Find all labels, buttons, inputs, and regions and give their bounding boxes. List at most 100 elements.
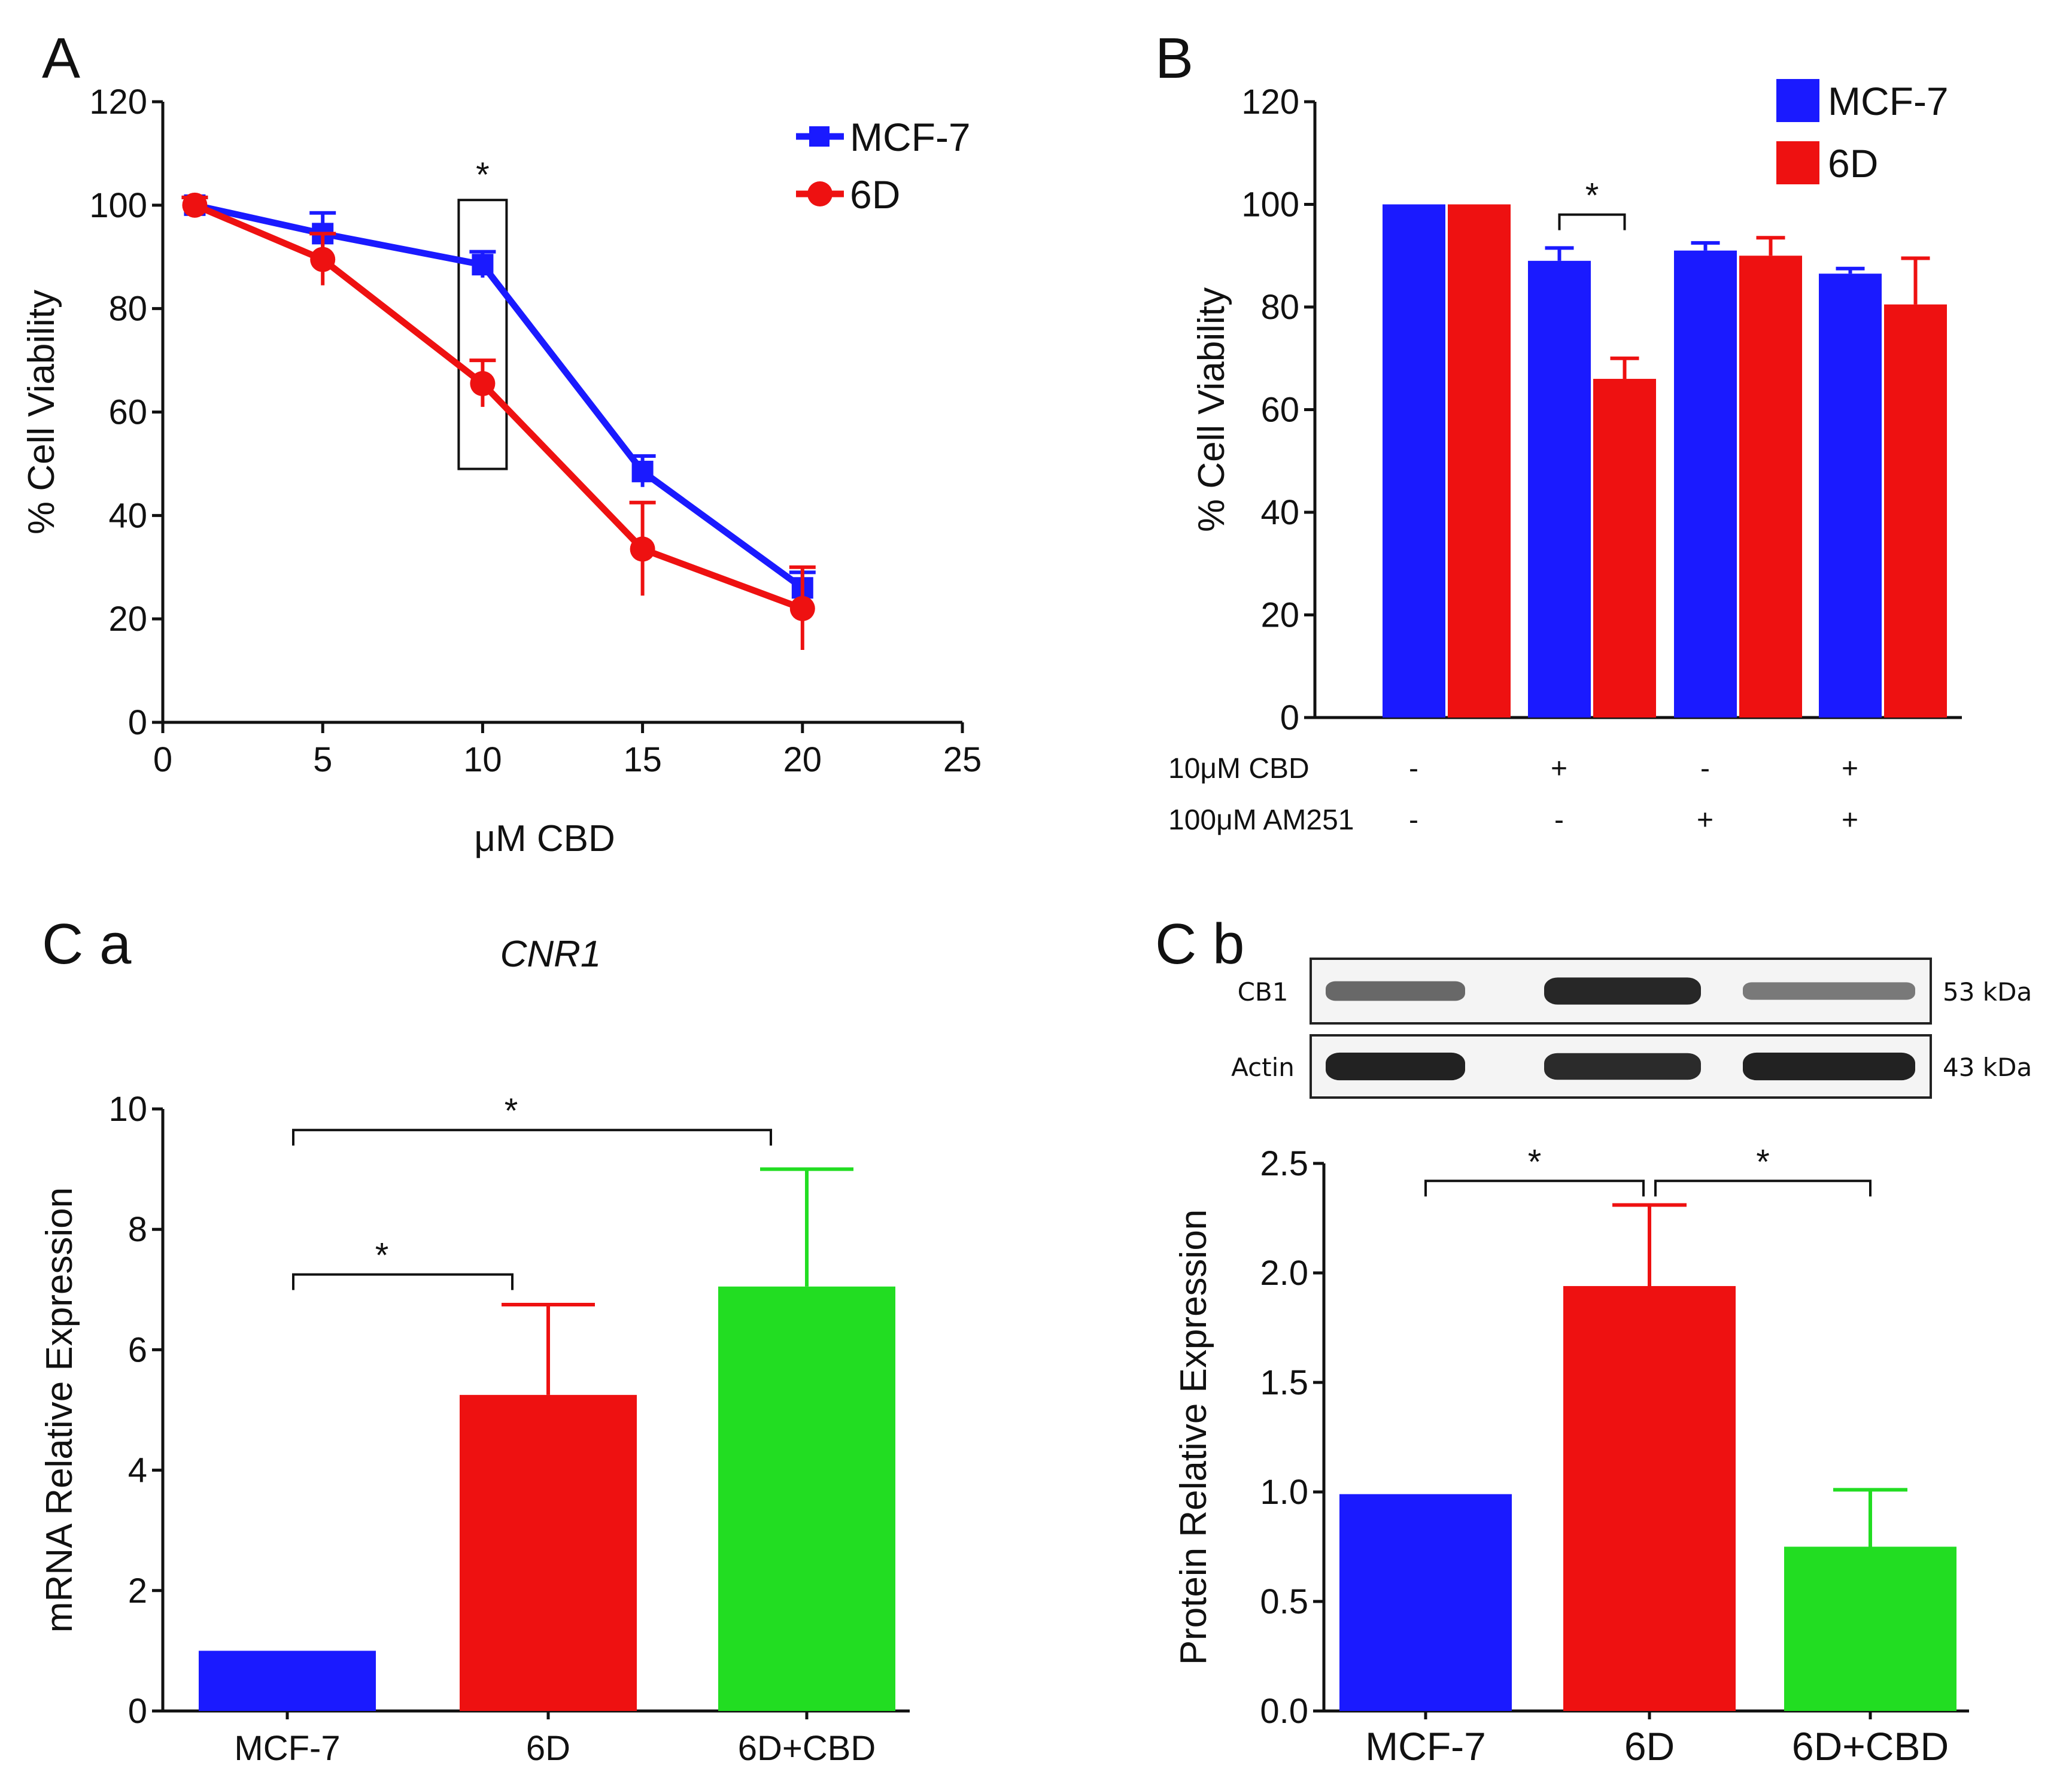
a-legend-marker xyxy=(809,126,830,147)
ca-bar xyxy=(718,1286,895,1711)
cb-y-tick-label: 1.0 xyxy=(1260,1473,1308,1512)
cb-y-tick-label: 2.0 xyxy=(1260,1254,1308,1293)
a-series-line-1 xyxy=(193,202,804,612)
a-point-1 xyxy=(310,247,336,272)
ca-y-tick-label: 2 xyxy=(128,1572,147,1610)
blot-band xyxy=(1544,1053,1701,1080)
ca-y-tick-label: 0 xyxy=(128,1692,147,1731)
b-y-tick-label: 0 xyxy=(1280,698,1299,737)
b-y-tick-label: 120 xyxy=(1241,83,1299,121)
chart-b-bars: 0 20 40 60 80 100 120 % Cell Viability MCF-7 6D * 1… xyxy=(1168,79,1962,836)
ca-y-tick-label: 10 xyxy=(108,1090,147,1129)
chart-a-line: 0 20 40 60 80 100 120 % Cell Viability 0 5 10 15 20 2… xyxy=(21,83,982,859)
a-x-tick-label: 5 xyxy=(313,740,332,779)
ca-significance-bracket xyxy=(292,1273,514,1290)
b-condition-sign: + xyxy=(1697,804,1713,836)
b-bar-6d xyxy=(1593,379,1656,718)
cb-y-tick-label: 1.5 xyxy=(1260,1363,1308,1402)
b-bar-6d xyxy=(1739,256,1802,718)
a-x-tick-label: 10 xyxy=(463,740,502,779)
a-y-axis-label: % Cell Viability xyxy=(21,290,62,534)
cb-y-tick-label: 0.0 xyxy=(1260,1692,1308,1731)
b-y-axis-label: % Cell Viability xyxy=(1191,287,1232,532)
a-y-tick-label: 20 xyxy=(108,600,147,639)
a-point-1 xyxy=(182,192,208,218)
b-bar-mcf-7 xyxy=(1674,250,1737,718)
cb-y-tick-label: 0.5 xyxy=(1260,1582,1308,1621)
a-legend-label: MCF-7 xyxy=(850,115,971,159)
blot-kda-label: 43 kDa xyxy=(1943,1053,2032,1082)
cb-bar xyxy=(1339,1494,1512,1711)
ca-significance-bracket xyxy=(292,1129,772,1146)
ca-bar xyxy=(460,1394,637,1711)
ca-significance-star: * xyxy=(375,1236,389,1275)
blot-row-label: Actin xyxy=(1231,1053,1295,1082)
ca-x-tick-label: 6D xyxy=(526,1729,570,1768)
blot-kda-label: 53 kDa xyxy=(1943,977,2032,1007)
b-bar-6d xyxy=(1884,304,1947,718)
blot-band xyxy=(1544,977,1701,1005)
cb-x-tick-label: 6D xyxy=(1624,1724,1675,1768)
cb-significance-bracket xyxy=(1424,1180,1645,1197)
b-legend-label: 6D xyxy=(1828,141,1878,186)
a-legend-marker xyxy=(807,181,833,206)
chart-cb-protein: 0.0 0.5 1.0 1.5 2.0 2.5 Protein Relative Expre… xyxy=(1173,1142,1969,1768)
ca-significance-star: * xyxy=(505,1092,518,1130)
b-y-tick-label: 40 xyxy=(1260,493,1299,532)
cb-x-tick-label: 6D+CBD xyxy=(1792,1724,1949,1768)
a-y-tick-label: 60 xyxy=(108,393,147,432)
b-condition-sign: - xyxy=(1409,753,1418,785)
cb-significance-star: * xyxy=(1756,1142,1770,1181)
a-significance-star: * xyxy=(476,156,490,194)
chart-ca-mrna: CNR1 0 2 4 6 8 10 mRNA Relative Expression MCF-7… xyxy=(39,934,910,1768)
ca-title: CNR1 xyxy=(500,934,601,975)
a-point-0 xyxy=(472,254,494,276)
b-legend-swatch xyxy=(1776,141,1819,184)
ca-x-tick-label: MCF-7 xyxy=(234,1729,340,1768)
cb-bar xyxy=(1784,1546,1956,1711)
a-x-tick-label: 15 xyxy=(623,740,662,779)
cb-x-tick-label: MCF-7 xyxy=(1365,1724,1486,1768)
cb-significance-star: * xyxy=(1528,1142,1542,1181)
b-significance-bracket xyxy=(1558,213,1626,230)
a-legend-label: 6D xyxy=(850,172,900,217)
b-legend-label: MCF-7 xyxy=(1828,79,1949,123)
b-legend-swatch xyxy=(1776,79,1819,122)
b-y-tick-label: 60 xyxy=(1260,391,1299,430)
panel-label-ca: C a xyxy=(42,912,132,976)
ca-y-tick-label: 6 xyxy=(128,1330,147,1369)
blot-band xyxy=(1326,981,1465,1001)
a-highlight-box xyxy=(457,199,508,470)
b-y-tick-label: 80 xyxy=(1260,288,1299,327)
b-condition-sign: - xyxy=(1409,804,1418,836)
ca-bar xyxy=(199,1651,376,1711)
blot-band xyxy=(1743,982,1915,1000)
b-y-tick-label: 100 xyxy=(1241,186,1299,224)
b-bar-mcf-7 xyxy=(1819,273,1882,718)
b-condition-sign: + xyxy=(1842,804,1858,836)
b-bar-mcf-7 xyxy=(1383,204,1445,718)
a-x-axis-label: μM CBD xyxy=(474,818,615,859)
a-y-tick-label: 40 xyxy=(108,496,147,535)
panel-label-a: A xyxy=(42,26,80,90)
a-x-tick-label: 25 xyxy=(943,740,982,779)
b-y-tick-label: 20 xyxy=(1260,596,1299,635)
b-condition-sign: + xyxy=(1842,753,1858,785)
b-bar-mcf-7 xyxy=(1528,260,1591,718)
b-condition-sign: - xyxy=(1700,753,1710,785)
b-significance-star: * xyxy=(1585,177,1599,215)
a-point-0 xyxy=(631,460,654,482)
a-point-1 xyxy=(630,536,655,562)
ca-y-tick-label: 8 xyxy=(128,1210,147,1249)
western-blot: CB1 53 kDa Actin 43 kDa xyxy=(1231,958,2032,1099)
ca-y-axis-label: mRNA Relative Expression xyxy=(39,1187,80,1633)
b-condition-label: 100μM AM251 xyxy=(1168,804,1354,836)
a-y-tick-label: 100 xyxy=(89,186,147,225)
panel-label-cb: C b xyxy=(1155,912,1244,976)
a-y-tick-label: 120 xyxy=(89,83,147,121)
a-y-tick-label: 0 xyxy=(128,703,147,742)
b-condition-label: 10μM CBD xyxy=(1168,753,1310,785)
b-bar-6d xyxy=(1448,204,1511,718)
cb-y-tick-label: 2.5 xyxy=(1260,1144,1308,1183)
